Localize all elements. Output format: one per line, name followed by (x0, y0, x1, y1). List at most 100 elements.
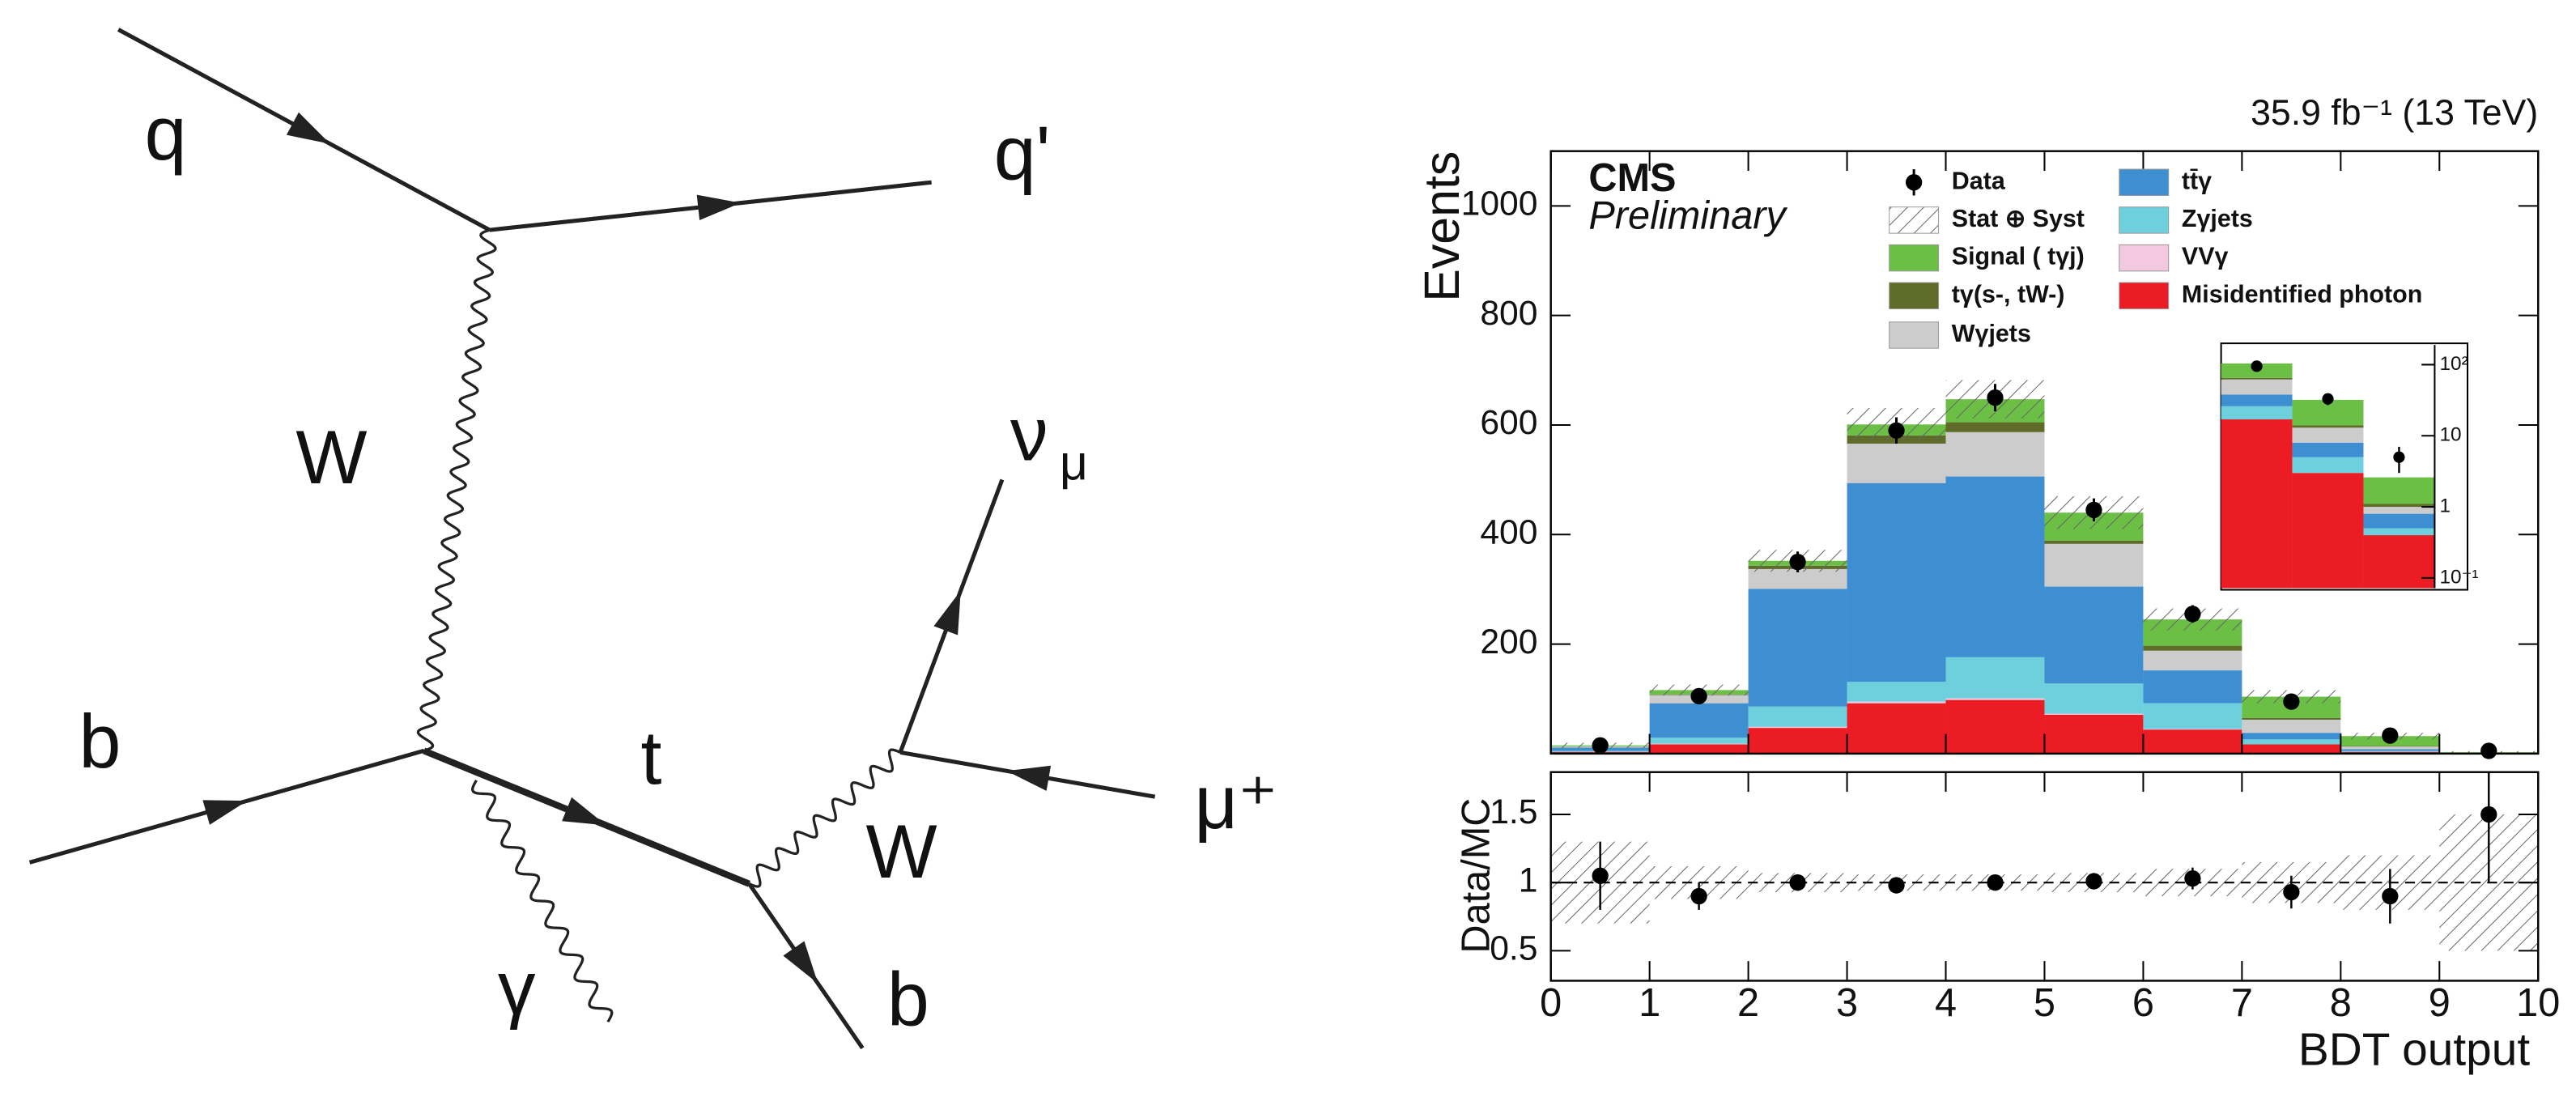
stack-bar (2242, 719, 2341, 733)
stack-bar (1945, 698, 2045, 700)
arrow (1006, 765, 1052, 791)
inset-bar (2363, 528, 2435, 536)
ratio-point (1987, 874, 2004, 891)
inset-y-tick-label: 1 (2440, 495, 2451, 517)
ratio-y-tick-label: 1 (1519, 861, 1538, 899)
stack-bar (1847, 703, 1946, 754)
ratio-point (1888, 877, 1905, 894)
ratio-point (2085, 873, 2102, 890)
stack-bar (2340, 749, 2440, 751)
stack-bar (2044, 543, 2144, 587)
ratio-y-tick-label: 0.5 (1490, 929, 1537, 968)
stack-bar (2044, 586, 2144, 684)
stack-bar (2242, 733, 2341, 740)
stack-bar (2044, 713, 2144, 715)
stack-bar (1748, 726, 1847, 729)
stack-bar (2143, 650, 2242, 671)
diagram-label: W (295, 415, 367, 499)
ratio-y-tick-label: 1.5 (1490, 793, 1537, 831)
stack-bar (1847, 443, 1946, 483)
stack-bar (2143, 729, 2242, 754)
stack-bar (1748, 589, 1847, 707)
legend-swatch (2119, 244, 2170, 272)
ratio-y-axis-label: Data/MC (1454, 798, 1498, 954)
inset-bar (2363, 504, 2435, 508)
data-point (2480, 742, 2497, 759)
inset-bar (2221, 419, 2293, 589)
inset-bar (2363, 477, 2435, 504)
experiment-label: CMS (1588, 156, 1676, 200)
legend-marker (1905, 174, 1923, 191)
stack-bar (2340, 750, 2440, 752)
x-tick-label: 8 (2330, 981, 2352, 1025)
diagram-label: q' (994, 111, 1051, 195)
x-tick-label: 2 (1737, 981, 1759, 1025)
inset-y-tick-label: 10⁻¹ (2440, 566, 2479, 588)
ratio-point (1592, 867, 1609, 884)
data-point (2085, 501, 2102, 518)
arrow (286, 112, 330, 144)
arrow (933, 590, 961, 636)
x-tick-label: 1 (1639, 981, 1660, 1025)
stack-bar (1945, 476, 2045, 657)
diagram-label: b (887, 958, 929, 1042)
y-tick-label: 400 (1480, 513, 1537, 552)
legend-swatch (1889, 282, 1940, 310)
stack-bar (1945, 431, 2045, 477)
data-point (2283, 693, 2300, 710)
x-tick-label: 5 (2034, 981, 2055, 1025)
inset-bar (2292, 442, 2364, 457)
inset-y-tick-label: 10 (2440, 424, 2462, 446)
data-point (2382, 727, 2399, 744)
ratio-point (2283, 883, 2300, 901)
data-point (1987, 389, 2004, 406)
stack-bar (2340, 746, 2440, 750)
diagram-label: μ⁺ (1194, 760, 1277, 844)
legend-swatch (1889, 206, 1940, 234)
arrow (562, 797, 606, 826)
diagram-label: W (865, 810, 937, 894)
y-tick-label: 800 (1480, 294, 1537, 333)
legend-swatch (2119, 168, 2170, 196)
stack-bar (1649, 744, 1749, 754)
data-point (1592, 737, 1609, 754)
legend-label: Data (1952, 167, 2006, 194)
inset-data-point (2393, 451, 2405, 463)
legend-label: Signal ( tγj) (1952, 243, 2085, 270)
ratio-point (2184, 869, 2201, 887)
legend-swatch (2119, 206, 2170, 234)
stack-bar (1748, 728, 1847, 754)
arrow (783, 941, 818, 984)
inset-data-point (2322, 393, 2334, 405)
stack-bar (1649, 738, 1749, 744)
inset-bar (2292, 427, 2364, 443)
diagram-label: t (640, 716, 661, 800)
inset-y-tick-label: 10² (2440, 353, 2468, 375)
diagram-subscript: μ (1060, 435, 1088, 490)
stack-bar (2044, 683, 2144, 714)
ratio-point (2480, 806, 2497, 823)
legend-swatch (2119, 282, 2170, 310)
arrow (696, 194, 741, 221)
inset-bar (2221, 379, 2293, 395)
diagram-label: q (145, 91, 187, 176)
legend-swatch (1889, 244, 1940, 272)
x-tick-label: 0 (1540, 981, 1562, 1025)
legend-label: Stat ⊕ Syst (1952, 205, 2085, 232)
y-tick-label: 200 (1480, 623, 1537, 661)
data-point (1789, 553, 1806, 571)
x-tick-label: 6 (2132, 981, 2154, 1025)
stack-bar (2242, 717, 2341, 720)
boson-line (748, 748, 901, 888)
data-point (2184, 606, 2201, 623)
status-label: Preliminary (1588, 194, 1787, 238)
stack-bar (1748, 706, 1847, 727)
lumi-label: 35.9 fb⁻¹ (13 TeV) (2251, 93, 2538, 133)
legend-label: Zγjets (2182, 205, 2253, 232)
diagram-label: ν (1010, 392, 1048, 476)
inset-data-point (2251, 360, 2263, 372)
ratio-point (1789, 874, 1806, 891)
stack-bar (2143, 670, 2242, 704)
inset-bar (2292, 425, 2364, 428)
